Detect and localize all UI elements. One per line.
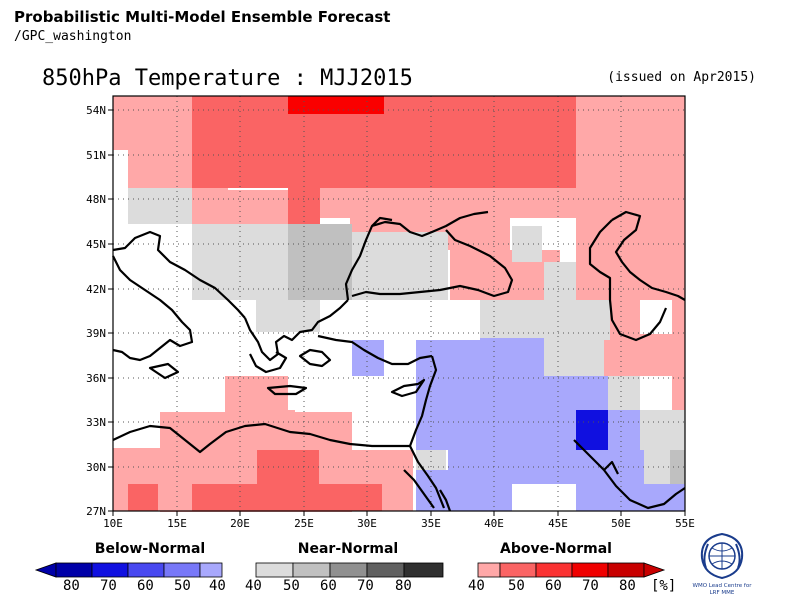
lon-label: 10E bbox=[103, 517, 123, 530]
legend-near-tick: 40 bbox=[245, 578, 262, 594]
legend-below-tick: 80 bbox=[63, 578, 80, 594]
header-subtitle: /GPC_washington bbox=[14, 29, 132, 44]
lat-label: 42N bbox=[86, 283, 106, 296]
legend-above-label: Above-Normal bbox=[500, 541, 612, 557]
below-normal-70-cell bbox=[576, 410, 608, 450]
logo-text-line1: WMO Lead Centre for bbox=[692, 583, 752, 589]
legend-above-tick: 80 bbox=[619, 578, 636, 594]
wmo-logo: WMO Lead Centre for LRF MME bbox=[682, 528, 762, 598]
map-frame bbox=[112, 95, 686, 512]
lat-label: 39N bbox=[86, 327, 106, 340]
wmo-emblem-icon bbox=[700, 532, 744, 580]
lon-label: 50E bbox=[611, 517, 631, 530]
legend-below-tick: 60 bbox=[137, 578, 154, 594]
map-title: 850hPa Temperature : MJJ2015 bbox=[42, 66, 413, 91]
lon-label: 35E bbox=[421, 517, 441, 530]
coastlines bbox=[112, 210, 686, 512]
legend-above-tick: 70 bbox=[582, 578, 599, 594]
axis-ticks bbox=[108, 109, 686, 516]
legend-unit: [%] bbox=[651, 578, 677, 594]
lat-label: 45N bbox=[86, 238, 106, 251]
legend-above-tick: 50 bbox=[508, 578, 525, 594]
legend-near-tick: 80 bbox=[395, 578, 412, 594]
legend-above-tick: 60 bbox=[545, 578, 562, 594]
lon-label: 15E bbox=[167, 517, 187, 530]
lat-label: 48N bbox=[86, 193, 106, 206]
lat-label: 54N bbox=[86, 104, 106, 117]
legend-above-tick: 40 bbox=[468, 578, 485, 594]
lon-label: 25E bbox=[294, 517, 314, 530]
below-normal-40-shading bbox=[352, 338, 685, 511]
gridlines bbox=[113, 96, 685, 511]
lat-label: 36N bbox=[86, 372, 106, 385]
lon-label: 45E bbox=[548, 517, 568, 530]
lat-label: 51N bbox=[86, 149, 106, 162]
legend-below-tick: 40 bbox=[209, 578, 226, 594]
lat-label: 33N bbox=[86, 416, 106, 429]
lon-label: 40E bbox=[484, 517, 504, 530]
legend-near-tick: 70 bbox=[357, 578, 374, 594]
lat-label: 30N bbox=[86, 461, 106, 474]
near-normal-50-shading bbox=[288, 224, 685, 485]
legend-near-tick: 50 bbox=[283, 578, 300, 594]
legend-above-bar bbox=[477, 562, 666, 578]
issued-date: (issued on Apr2015) bbox=[607, 70, 756, 85]
header-title: Probabilistic Multi-Model Ensemble Forec… bbox=[14, 8, 391, 26]
legend-below-bar bbox=[34, 562, 223, 578]
lon-label: 30E bbox=[357, 517, 377, 530]
logo-text-line2: LRF MME bbox=[709, 590, 735, 596]
lon-label: 20E bbox=[230, 517, 250, 530]
legend-near-tick: 60 bbox=[320, 578, 337, 594]
legend-near-bar bbox=[255, 562, 444, 578]
lat-label: 27N bbox=[86, 505, 106, 518]
above-normal-60-shading bbox=[288, 96, 384, 114]
legend-near-label: Near-Normal bbox=[297, 541, 399, 557]
legend-below-label: Below-Normal bbox=[94, 541, 206, 557]
legend-below-tick: 50 bbox=[174, 578, 191, 594]
lon-label: 55E bbox=[675, 517, 695, 530]
legend-below-tick: 70 bbox=[100, 578, 117, 594]
